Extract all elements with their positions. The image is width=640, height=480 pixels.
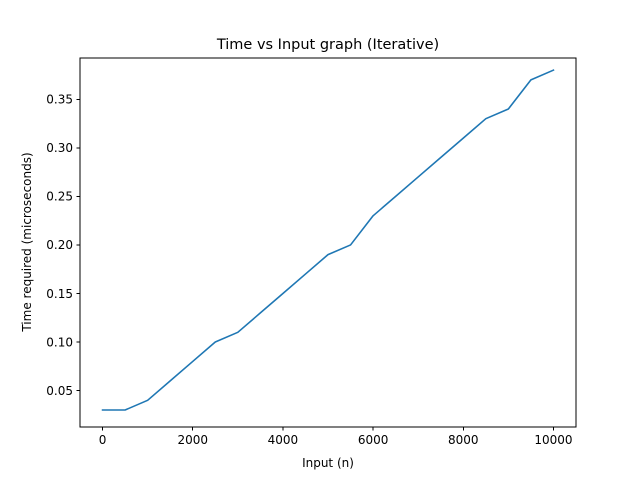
x-axis-ticks: 0 2000 4000 6000 8000 10000 [99, 427, 573, 447]
axes-spines [79, 57, 577, 428]
x-tick-label: 4000 [268, 433, 299, 447]
y-tick-label: 0.35 [46, 93, 73, 107]
x-tick-label: 0 [99, 433, 107, 447]
y-tick-label: 0.20 [46, 238, 73, 252]
y-axis-label: Time required (microseconds) [20, 152, 34, 332]
plot-area [101, 69, 555, 411]
chart-title: Time vs Input graph (Iterative) [216, 37, 439, 53]
axes-frame [79, 57, 577, 428]
y-tick-label: 0.05 [46, 384, 73, 398]
x-axis-label: Input (n) [302, 456, 354, 470]
series-line-0 [101, 69, 555, 411]
y-tick-label: 0.15 [46, 287, 73, 301]
x-tick-label: 10000 [534, 433, 572, 447]
y-axis-ticks: 0.05 0.10 0.15 0.20 0.25 0.30 0.35 [46, 93, 80, 398]
y-tick-label: 0.30 [46, 141, 73, 155]
y-tick-label: 0.10 [46, 335, 73, 349]
x-tick-label: 6000 [358, 433, 389, 447]
x-tick-label: 8000 [448, 433, 479, 447]
x-tick-label: 2000 [177, 433, 208, 447]
y-tick-label: 0.25 [46, 190, 73, 204]
